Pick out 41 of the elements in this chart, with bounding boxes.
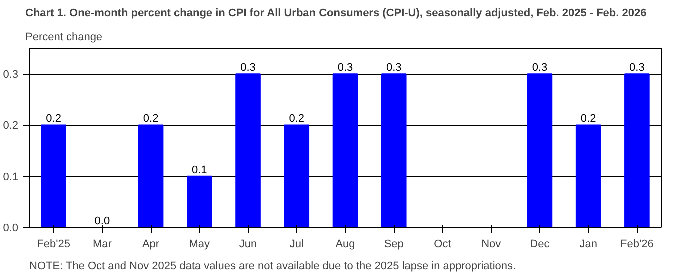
x-tick-label: Feb'25	[37, 238, 70, 250]
x-tick-label: May	[189, 238, 211, 250]
bar	[284, 124, 310, 228]
data-label: 0.3	[532, 62, 548, 74]
bar	[138, 124, 164, 228]
text: NOTE: The Oct and Nov 2025 data values are not available due to the 2025 lapse in appropriations.	[30, 260, 516, 272]
x-tick-label: Jun	[239, 238, 258, 250]
y-tick-label: 0.3	[3, 69, 19, 82]
x-tick-label: Jan	[580, 238, 598, 250]
bar	[332, 74, 358, 228]
bar	[576, 124, 602, 228]
x-tick-label: Sep	[384, 238, 404, 250]
x-tick-label: Mar	[92, 238, 112, 250]
data-label: 0.0	[94, 216, 110, 228]
x-tick-label: Apr	[142, 238, 160, 250]
x-tick-label: Aug	[336, 238, 356, 250]
bar	[187, 176, 212, 228]
data-label: 0.2	[289, 113, 305, 126]
data-label: 0.3	[338, 62, 354, 74]
x-tick-label: Nov	[482, 238, 502, 250]
y-axis-title: Percent change	[26, 32, 103, 44]
data-label: 0.2	[143, 113, 159, 126]
y-tick-label: 0.0	[3, 222, 19, 234]
data-label: 0.3	[386, 62, 402, 74]
data-label: 0.2	[580, 113, 596, 126]
data-label: 0.3	[630, 62, 645, 74]
bar	[624, 74, 650, 228]
y-tick-label: 0.1	[3, 171, 19, 184]
x-tick-label: Feb'26	[620, 238, 654, 250]
data-label: 0.3	[240, 62, 256, 74]
y-tick-label: 0.2	[3, 120, 19, 132]
x-tick-label: Jul	[290, 238, 304, 250]
bar	[527, 74, 553, 228]
x-tick-label: Oct	[434, 238, 452, 250]
chart-title: Chart 1. One-month percent change in CPI for All Urban Consumers (CPI-U), seasonally adjusted, Feb. 2025 - Feb. 2026	[26, 8, 647, 20]
data-label: 0.1	[192, 164, 208, 176]
bar	[41, 124, 66, 228]
data-label: 0.2	[46, 113, 62, 126]
bar	[381, 74, 407, 228]
bar	[236, 74, 261, 228]
x-tick-label: Dec	[530, 238, 550, 250]
